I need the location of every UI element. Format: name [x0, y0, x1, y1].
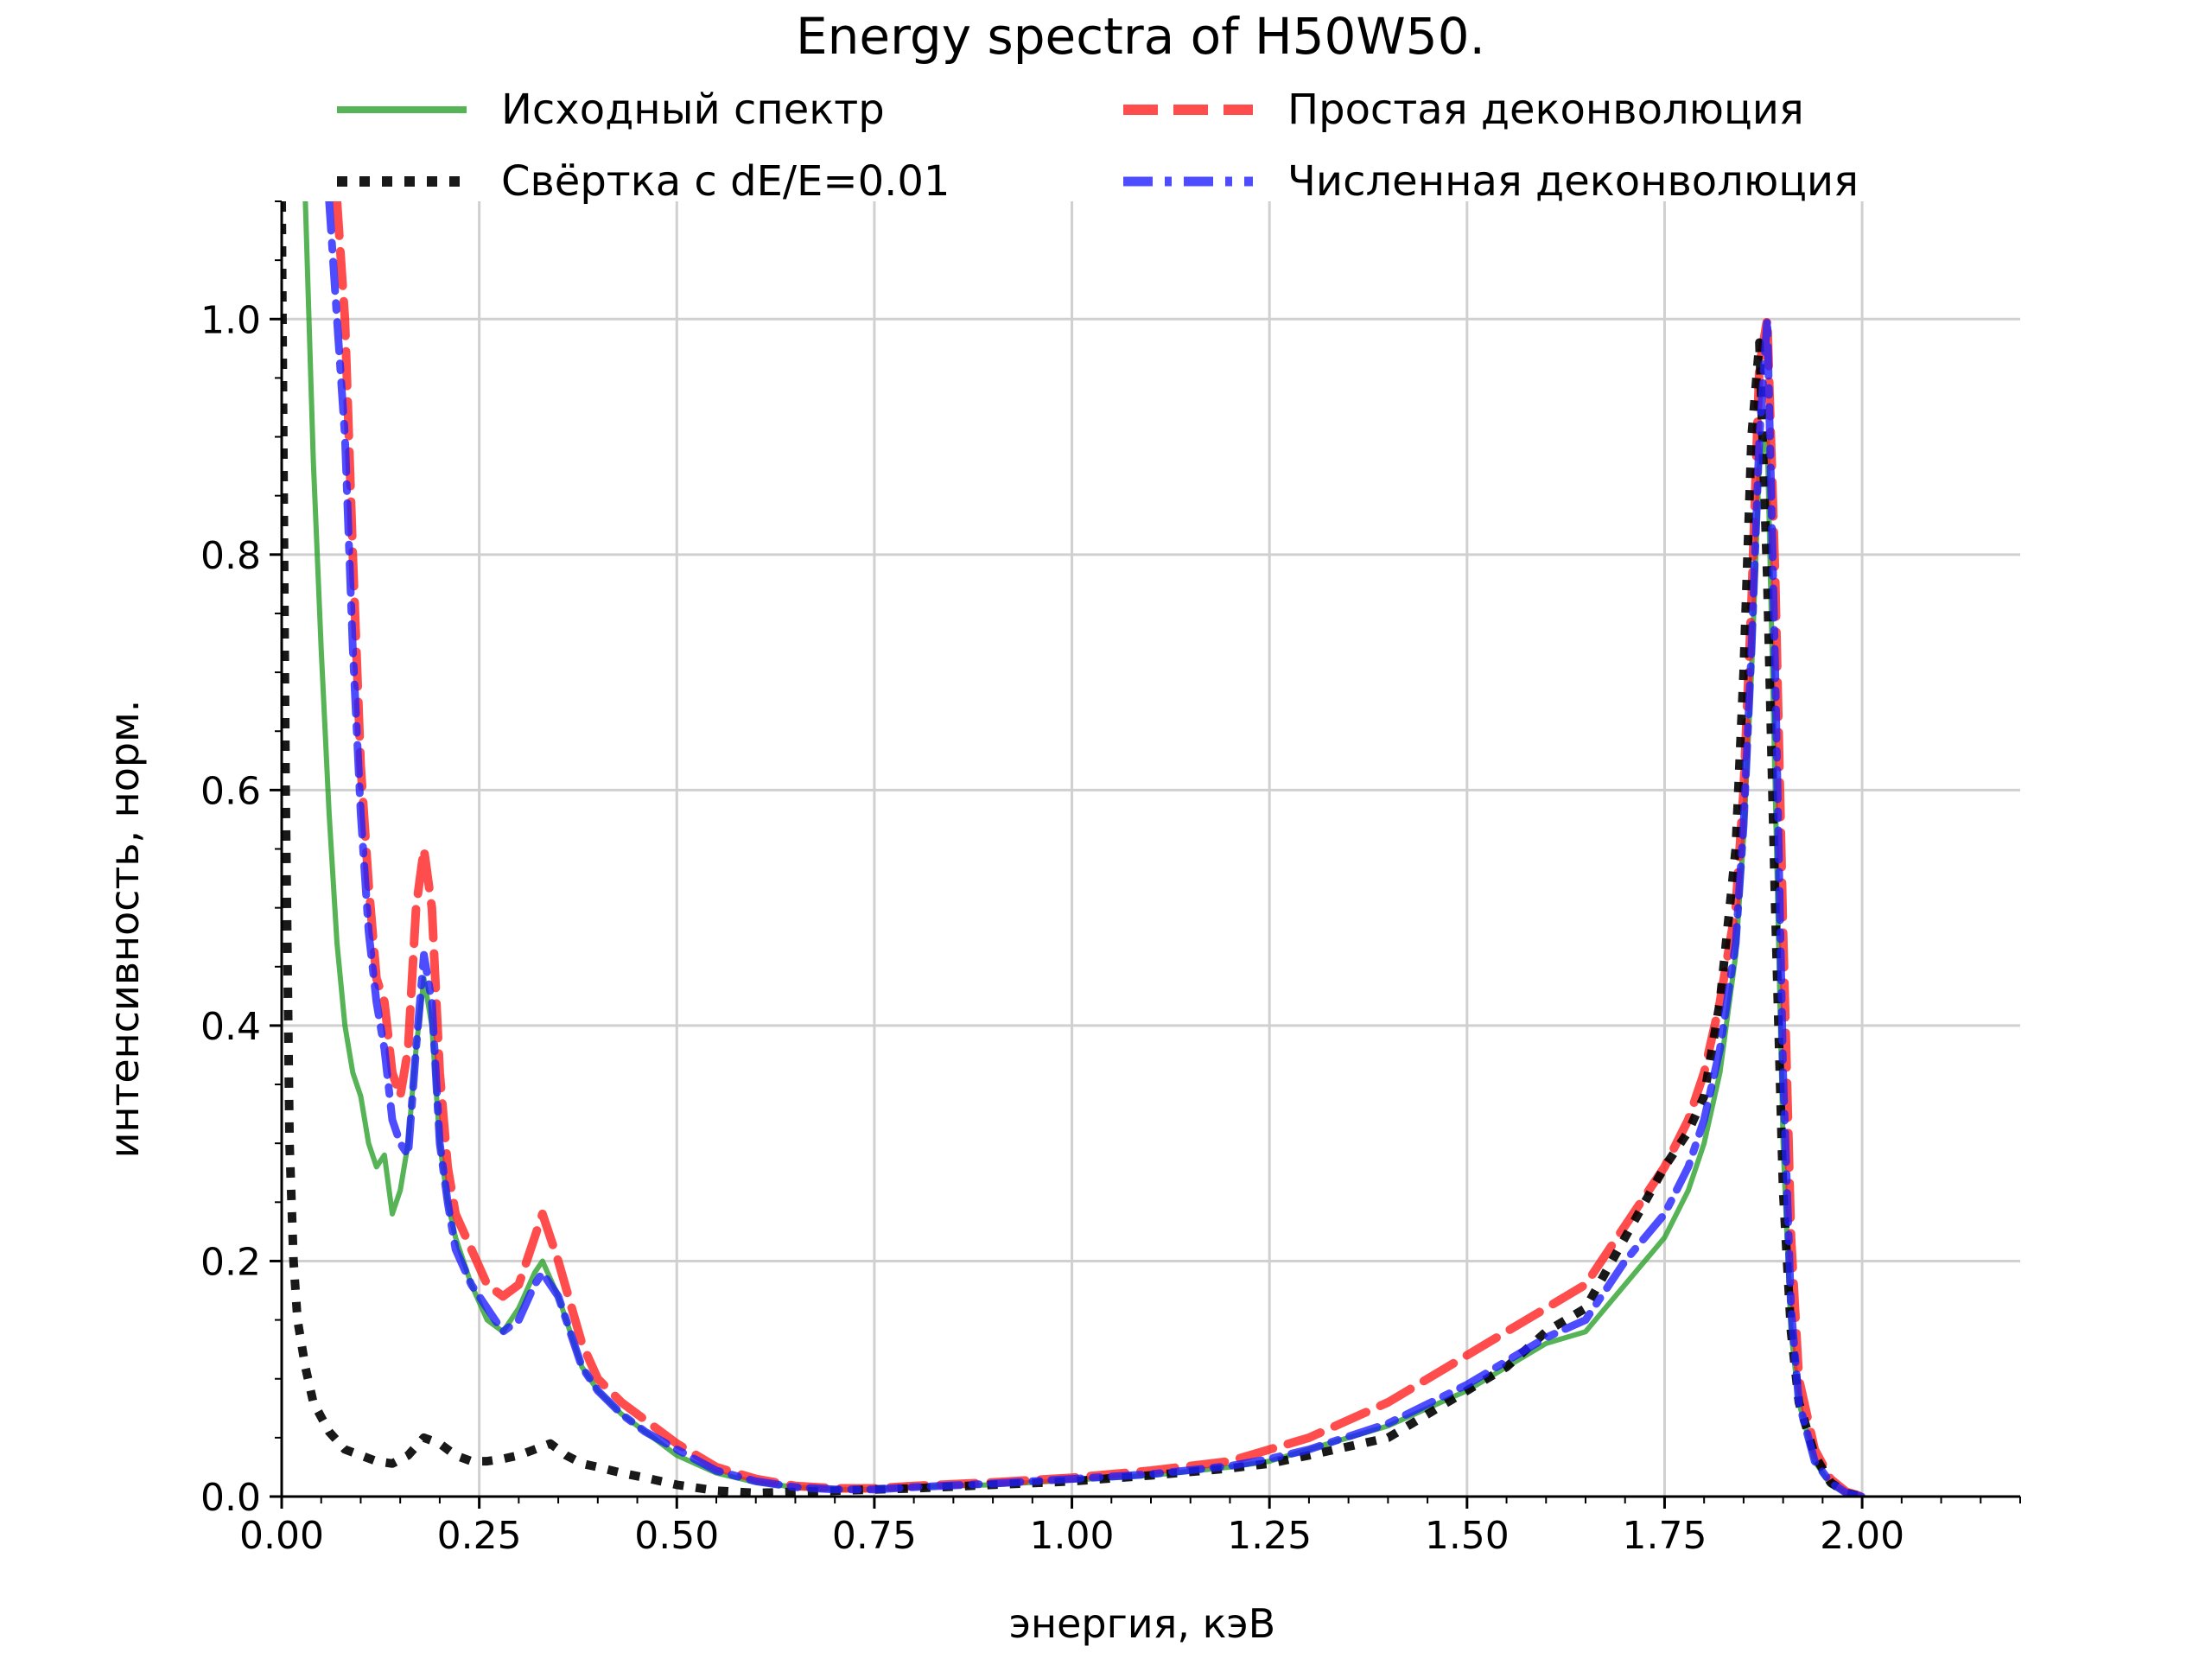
x-tick-label: 1.50 [1425, 1514, 1510, 1558]
axes-layer: 0.00 0.25 0.50 0.75 1.00 1.25 1.50 1.75 2.00 0.0 0… [200, 200, 2021, 1558]
grid-layer [280, 201, 2020, 1498]
y-tick-label: 0.8 [200, 534, 261, 578]
y-tick-label: 0.0 [200, 1476, 261, 1520]
legend: Исходный спектр Простая деконволюция Свёрт… [337, 86, 1859, 206]
series-layer [282, 201, 1867, 1497]
series-line-1 [333, 201, 1867, 1497]
legend-label: Свёртка с dE/E=0.01 [501, 157, 950, 206]
x-tick-label: 0.50 [634, 1514, 719, 1558]
y-tick-label: 0.6 [200, 769, 261, 813]
y-axis-label: интенсивность, норм. [101, 700, 148, 1159]
y-tick-label: 0.2 [200, 1240, 261, 1284]
series-line-3 [325, 201, 1866, 1497]
y-tick-label: 0.4 [200, 1005, 261, 1049]
x-tick-label: 0.75 [832, 1514, 917, 1558]
legend-label: Исходный спектр [501, 86, 885, 134]
x-tick-label: 0.00 [239, 1514, 324, 1558]
x-tick-label: 1.75 [1622, 1514, 1707, 1558]
x-tick-label: 1.25 [1227, 1514, 1312, 1558]
y-tick-label: 1.0 [200, 298, 261, 342]
legend-label: Простая деконволюция [1287, 86, 1804, 134]
legend-label: Численная деконволюция [1287, 157, 1859, 206]
series-line-0 [302, 201, 1866, 1497]
x-axis-label: энергия, кэВ [1009, 1600, 1275, 1647]
x-tick-label: 1.00 [1030, 1514, 1115, 1558]
x-tick-label: 0.25 [437, 1514, 522, 1558]
series-clip-group [282, 201, 1867, 1497]
x-tick-label: 2.00 [1820, 1514, 1904, 1558]
chart-title: Energy spectra of H50W50. [796, 7, 1485, 66]
